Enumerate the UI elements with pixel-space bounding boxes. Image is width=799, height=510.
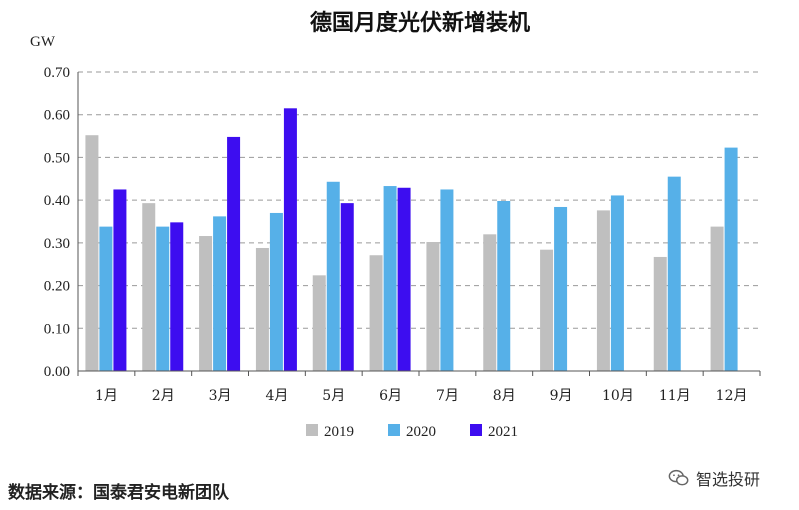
bar-2020-11 [667, 176, 681, 371]
bar-2020-7 [440, 189, 454, 371]
bar-2020-2 [156, 226, 170, 371]
y-axis-unit: GW [30, 34, 56, 50]
bar-2020-5 [326, 181, 340, 371]
bar-2020-3 [213, 216, 227, 371]
bar-2020-4 [269, 212, 283, 371]
y-tick-labels: 0.00 0.10 0.20 0.30 0.40 0.50 0.60 0.70 [44, 65, 70, 380]
axes [77, 72, 761, 376]
x-tick-label: 7月 [436, 388, 459, 404]
y-tick-label: 0.10 [44, 321, 70, 337]
bar-2019-2 [142, 203, 156, 371]
bars [85, 108, 738, 372]
bar-2020-9 [554, 206, 568, 371]
x-tick-label: 9月 [550, 388, 573, 404]
y-tick-label: 0.60 [44, 108, 70, 124]
x-tick-labels: 1月 2月 3月 4月 5月 6月 7月 8月 9月 10月 11月 12月 [95, 388, 748, 404]
bar-2019-12 [710, 226, 724, 371]
bar-2019-1 [85, 135, 99, 371]
bar-2019-7 [426, 242, 440, 371]
brand-name: 智选投研 [696, 470, 761, 489]
bar-2019-8 [483, 234, 497, 371]
bar-2021-6 [397, 187, 411, 371]
bar-2019-6 [369, 255, 383, 371]
bar-2020-10 [610, 195, 624, 371]
bar-2021-2 [170, 222, 184, 371]
x-tick-label: 11月 [659, 388, 691, 404]
chart-title: 德国月度光伏新增装机 [310, 10, 530, 36]
bar-2019-4 [255, 247, 269, 371]
x-tick-label: 10月 [602, 388, 634, 404]
wechat-icon [668, 469, 689, 486]
gridlines [78, 71, 760, 329]
y-tick-label: 0.40 [44, 193, 70, 209]
x-tick-label: 6月 [379, 388, 402, 404]
bar-2019-3 [199, 236, 213, 371]
data-source-note: 数据来源：国泰君安电新团队 [8, 483, 229, 503]
brand-watermark: 智选投研 [668, 466, 760, 490]
x-tick-label: 4月 [265, 388, 288, 404]
x-tick-label: 5月 [322, 388, 345, 404]
bar-2019-9 [540, 249, 554, 371]
bar-2021-5 [340, 203, 354, 371]
y-tick-label: 0.00 [44, 364, 70, 380]
legend-label-2020: 2020 [406, 424, 436, 440]
legend-swatch-2020 [388, 424, 400, 436]
legend: 2019 2020 2021 [306, 424, 518, 440]
legend-swatch-2021 [470, 424, 482, 436]
bar-2019-10 [596, 210, 610, 371]
bar-2020-8 [497, 200, 511, 371]
legend-swatch-2019 [306, 424, 318, 436]
bar-2019-5 [312, 275, 326, 371]
x-tick-label: 3月 [209, 388, 232, 404]
x-tick-label: 2月 [152, 388, 175, 404]
y-tick-label: 0.30 [44, 236, 70, 252]
x-tick-label: 1月 [95, 388, 118, 404]
legend-label-2021: 2021 [488, 424, 518, 440]
bar-2021-3 [227, 136, 241, 371]
bar-2021-1 [113, 189, 127, 371]
bar-2020-6 [383, 186, 397, 371]
x-tick-label: 12月 [716, 388, 748, 404]
x-tick-label: 8月 [493, 388, 516, 404]
bar-2020-1 [99, 226, 113, 371]
y-tick-label: 0.70 [44, 65, 70, 81]
y-tick-label: 0.20 [44, 279, 70, 295]
y-tick-label: 0.50 [44, 150, 70, 166]
bar-2021-4 [283, 108, 297, 372]
bar-2020-12 [724, 147, 738, 371]
chart: 德国月度光伏新增装机 GW 0.000.100.200.300.400.500.… [30, 10, 761, 440]
legend-label-2019: 2019 [324, 424, 354, 440]
bar-2019-11 [653, 256, 667, 371]
